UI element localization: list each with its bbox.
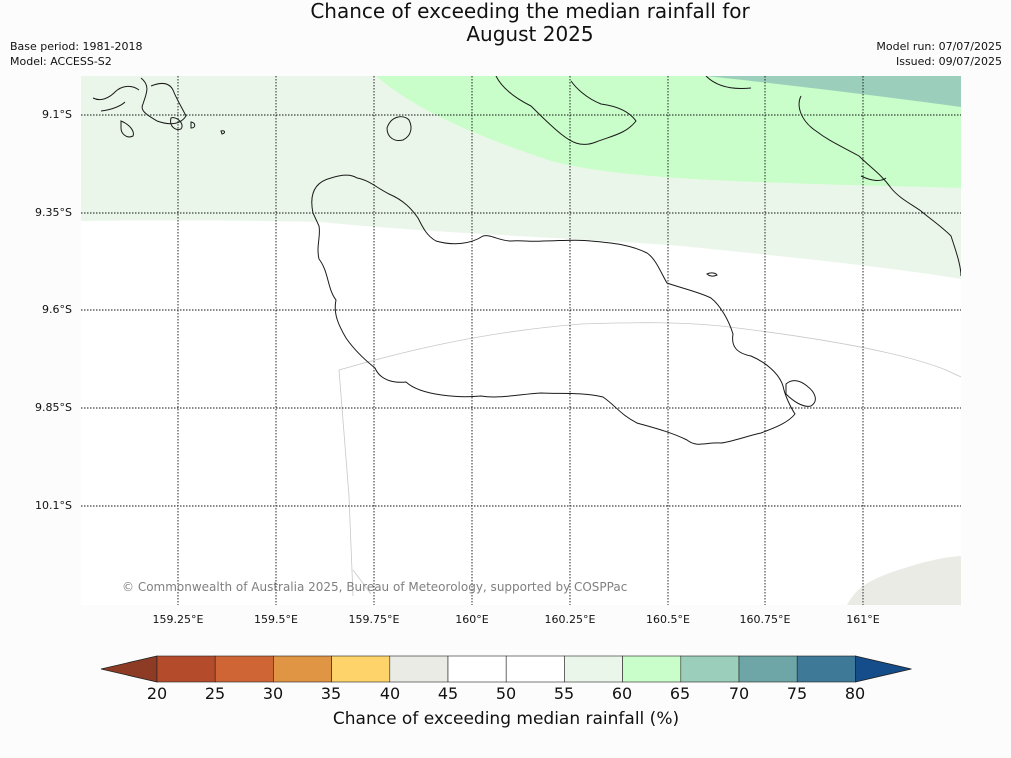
lon-label: 159.75°E bbox=[348, 613, 400, 626]
colorbar-tick-label: 35 bbox=[320, 684, 342, 703]
colorbar-tick-label: 50 bbox=[495, 684, 517, 703]
colorbar-tick-label: 55 bbox=[553, 684, 575, 703]
lon-label: 160.5°E bbox=[646, 613, 690, 626]
colorbar-tick-label: 60 bbox=[611, 684, 633, 703]
colorbar bbox=[100, 655, 912, 683]
model-run: Model run: 07/07/2025 bbox=[876, 40, 1002, 53]
lon-label: 160°E bbox=[455, 613, 489, 626]
copyright-text: © Commonwealth of Australia 2025, Bureau… bbox=[122, 580, 628, 594]
model-name: Model: ACCESS-S2 bbox=[10, 55, 112, 68]
map-svg bbox=[81, 76, 961, 605]
eez-boundary-line-2 bbox=[352, 569, 372, 595]
colorbar-segment-60_65 bbox=[622, 655, 682, 683]
colorbar-tick-label: 75 bbox=[786, 684, 808, 703]
lon-label: 160.75°E bbox=[739, 613, 791, 626]
colorbar-extend-low bbox=[100, 655, 158, 683]
colorbar-tick-label: 65 bbox=[669, 684, 691, 703]
colorbar-segment-55_60 bbox=[564, 655, 623, 683]
region-55-60 bbox=[81, 76, 961, 279]
lat-label: 9.35°S bbox=[35, 206, 72, 219]
colorbar-segment-35_40 bbox=[331, 655, 391, 683]
coastline bbox=[92, 76, 961, 445]
colorbar-segment-45_50 bbox=[447, 655, 507, 683]
eez-boundary-line bbox=[338, 322, 961, 597]
colorbar-segment-40_45 bbox=[389, 655, 449, 683]
lon-label: 161°E bbox=[846, 613, 880, 626]
lon-label: 159.5°E bbox=[254, 613, 298, 626]
colorbar-segment-65_70 bbox=[680, 655, 740, 683]
graticule bbox=[81, 76, 961, 605]
lat-label: 9.85°S bbox=[35, 401, 72, 414]
lat-label: 9.1°S bbox=[42, 108, 72, 121]
colorbar-tick-label: 30 bbox=[262, 684, 284, 703]
map-area[interactable] bbox=[81, 76, 961, 605]
colorbar-tick-label: 70 bbox=[728, 684, 750, 703]
colorbar-segment-20_25 bbox=[156, 655, 216, 683]
lat-label: 9.6°S bbox=[42, 303, 72, 316]
colorbar-segment-30_35 bbox=[273, 655, 332, 683]
colorbar-segment-25_30 bbox=[214, 655, 274, 683]
colorbar-tick-label: 20 bbox=[146, 684, 168, 703]
colorbar-tick-label: 45 bbox=[437, 684, 459, 703]
colorbar-segment-50_55 bbox=[505, 655, 565, 683]
title-line-2: August 2025 bbox=[466, 22, 594, 46]
lon-label: 160.25°E bbox=[544, 613, 596, 626]
region-40-45 bbox=[847, 556, 961, 605]
title-line-1: Chance of exceeding the median rainfall … bbox=[310, 0, 750, 23]
colorbar-segment-75_80 bbox=[796, 655, 856, 683]
colorbar-tick-label: 80 bbox=[844, 684, 866, 703]
base-period: Base period: 1981-2018 bbox=[10, 40, 143, 53]
colorbar-tick-label: 25 bbox=[204, 684, 226, 703]
colorbar-segment-70_75 bbox=[738, 655, 798, 683]
meta-right: Model run: 07/07/2025 Issued: 09/07/2025 bbox=[876, 39, 1002, 69]
colorbar-label: Chance of exceeding median rainfall (%) bbox=[332, 709, 680, 729]
region-65-70 bbox=[706, 76, 961, 107]
colorbar-extend-high bbox=[855, 655, 912, 683]
lon-label: 159.25°E bbox=[152, 613, 204, 626]
region-60-65 bbox=[376, 76, 961, 188]
map-title: Chance of exceeding the median rainfall … bbox=[230, 0, 830, 46]
lat-label: 10.1°S bbox=[35, 499, 72, 512]
meta-left: Base period: 1981-2018 Model: ACCESS-S2 bbox=[10, 39, 142, 69]
issued-date: Issued: 09/07/2025 bbox=[895, 55, 1002, 68]
colorbar-tick-label: 40 bbox=[379, 684, 401, 703]
